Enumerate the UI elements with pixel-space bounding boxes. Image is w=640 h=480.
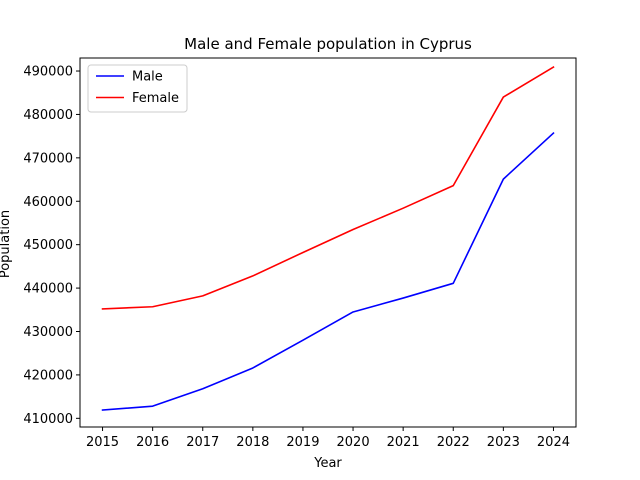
x-tick-label: 2015 <box>86 435 119 450</box>
x-tick-label: 2023 <box>487 435 520 450</box>
legend-label-male: Male <box>132 70 163 85</box>
x-tick-label: 2019 <box>286 435 319 450</box>
y-tick-label: 490000 <box>23 65 73 80</box>
plot-frame <box>79 57 577 428</box>
legend-label-female: Female <box>132 91 179 106</box>
y-tick-label: 470000 <box>23 151 73 166</box>
y-axis: 410000 420000 430000 440000 450000 460000 4700… <box>23 65 80 427</box>
y-tick-label: 410000 <box>23 412 73 427</box>
x-tick-label: 2021 <box>387 435 420 450</box>
y-tick-label: 430000 <box>23 325 73 340</box>
x-axis: 2015 2016 2017 2018 2019 2020 2021 2022 2023 2024 <box>86 427 570 450</box>
series-line-male <box>101 131 555 411</box>
legend: Male Female <box>87 64 188 113</box>
x-tick-label: 2016 <box>136 435 169 450</box>
plot-area <box>101 66 555 411</box>
y-axis-label: Population <box>0 210 13 278</box>
x-tick-label: 2018 <box>236 435 269 450</box>
y-tick-label: 460000 <box>23 195 73 210</box>
x-axis-label: Year <box>313 456 342 471</box>
x-tick-label: 2017 <box>186 435 219 450</box>
chart-title: Male and Female population in Cyprus <box>184 35 472 53</box>
x-tick-label: 2020 <box>337 435 370 450</box>
x-tick-label: 2024 <box>537 435 570 450</box>
y-tick-label: 420000 <box>23 368 73 383</box>
series-line-female <box>101 66 555 310</box>
y-tick-label: 440000 <box>23 282 73 297</box>
x-tick-label: 2022 <box>437 435 470 450</box>
y-tick-label: 450000 <box>23 238 73 253</box>
y-tick-label: 480000 <box>23 108 73 123</box>
